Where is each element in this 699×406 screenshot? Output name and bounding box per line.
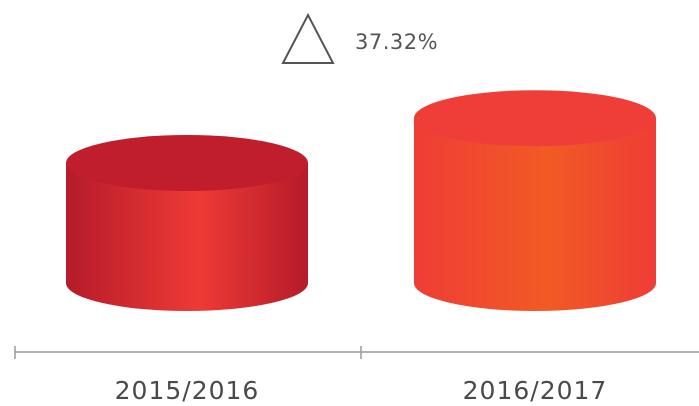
increase-triangle [281,12,335,64]
annotation: 37.32% [355,30,438,54]
cylinder-body [66,163,308,311]
x-tick-label: 2016/2017 [463,376,608,405]
cylinder-top [414,90,656,147]
x-tick-label: 2015/2016 [115,376,260,405]
cylinder-body [414,118,656,311]
cylinder-top [66,135,308,191]
